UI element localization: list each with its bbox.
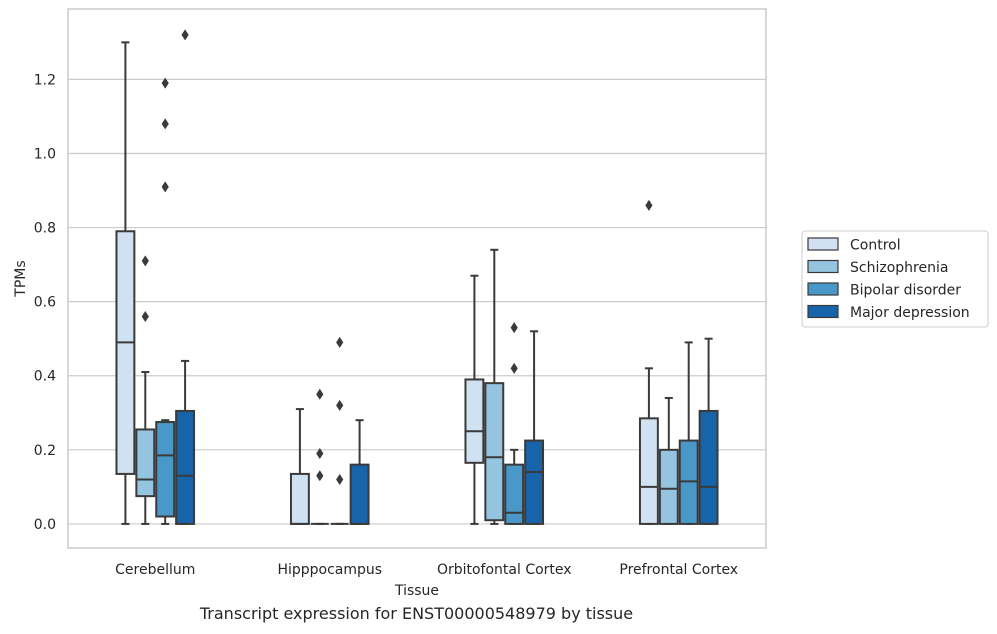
boxes-layer bbox=[115, 29, 719, 525]
x-tick-label: Hipppocampus bbox=[277, 562, 382, 578]
box-control bbox=[289, 408, 310, 525]
legend-label: Control bbox=[850, 238, 901, 254]
iqr-box bbox=[349, 463, 370, 525]
iqr-box bbox=[464, 378, 485, 464]
outlier-point bbox=[336, 336, 344, 348]
outlier-point bbox=[336, 399, 344, 411]
outlier-point bbox=[510, 322, 518, 334]
iqr-box bbox=[524, 439, 545, 525]
legend-swatch bbox=[807, 304, 839, 319]
plot-area-frame bbox=[67, 8, 767, 549]
outlier-point bbox=[316, 470, 324, 482]
box-control bbox=[115, 41, 136, 525]
box-bipolar-disorder bbox=[330, 336, 349, 525]
y-tick-label: 1.2 bbox=[34, 72, 56, 88]
y-tick-label: 0.4 bbox=[34, 369, 56, 385]
figure-caption: Transcript expression for ENST0000054897… bbox=[199, 604, 634, 623]
x-tick-label: Orbitofontal Cortex bbox=[437, 562, 572, 578]
y-axis-ticks: 0.0 0.2 0.4 0.6 0.8 1.0 1.2 bbox=[34, 72, 56, 533]
y-tick-label: 0.6 bbox=[34, 295, 56, 311]
box-schizophrenia bbox=[135, 255, 156, 525]
legend: Control Schizophrenia Bipolar disorder Majo… bbox=[801, 230, 989, 328]
box-major-depression bbox=[524, 330, 545, 525]
iqr-box bbox=[175, 409, 196, 525]
iqr-box bbox=[698, 409, 719, 525]
x-tick-label: Prefrontal Cortex bbox=[619, 562, 738, 578]
outlier-point bbox=[510, 362, 518, 374]
iqr-box bbox=[289, 472, 310, 525]
outlier-point bbox=[316, 448, 324, 460]
iqr-box bbox=[155, 421, 176, 518]
outlier-point bbox=[181, 29, 189, 41]
y-tick-label: 0.0 bbox=[34, 517, 56, 533]
y-tick-label: 0.8 bbox=[34, 221, 56, 237]
outlier-point bbox=[645, 199, 653, 211]
outlier-point bbox=[161, 118, 169, 130]
outlier-point bbox=[141, 310, 149, 322]
outlier-point bbox=[141, 255, 149, 267]
x-axis-ticks: Cerebellum Hipppocampus Orbitofontal Corte… bbox=[115, 562, 738, 578]
x-axis-label: Tissue bbox=[394, 583, 439, 599]
iqr-box bbox=[638, 417, 659, 525]
y-axis-label: TPMs bbox=[13, 260, 29, 297]
outlier-point bbox=[316, 388, 324, 400]
box-bipolar-disorder bbox=[504, 322, 525, 525]
legend-label: Schizophrenia bbox=[850, 260, 948, 276]
box-control bbox=[464, 274, 485, 525]
y-tick-label: 0.2 bbox=[34, 443, 56, 459]
iqr-box bbox=[504, 463, 525, 525]
iqr-box bbox=[135, 428, 156, 498]
box-control bbox=[638, 199, 659, 525]
legend-swatch bbox=[807, 237, 839, 251]
legend-frame bbox=[801, 230, 989, 328]
box-major-depression bbox=[349, 419, 370, 525]
outlier-point bbox=[336, 473, 344, 485]
iqr-box bbox=[484, 382, 505, 522]
iqr-box bbox=[115, 230, 136, 475]
legend-swatch bbox=[807, 282, 839, 296]
legend-label: Major depression bbox=[850, 305, 970, 321]
x-tick-label: Cerebellum bbox=[115, 562, 195, 578]
y-tick-label: 1.0 bbox=[34, 146, 56, 162]
box-schizophrenia bbox=[658, 396, 679, 525]
legend-label: Bipolar disorder bbox=[850, 283, 961, 299]
box-schizophrenia bbox=[484, 248, 505, 525]
box-schizophrenia bbox=[310, 388, 329, 525]
box-bipolar-disorder bbox=[155, 77, 176, 525]
iqr-box bbox=[658, 448, 679, 525]
box-major-depression bbox=[698, 337, 719, 525]
box-major-depression bbox=[175, 29, 196, 525]
outlier-point bbox=[161, 181, 169, 193]
outlier-point bbox=[161, 77, 169, 89]
legend-swatch bbox=[807, 259, 839, 274]
box-bipolar-disorder bbox=[678, 341, 699, 525]
